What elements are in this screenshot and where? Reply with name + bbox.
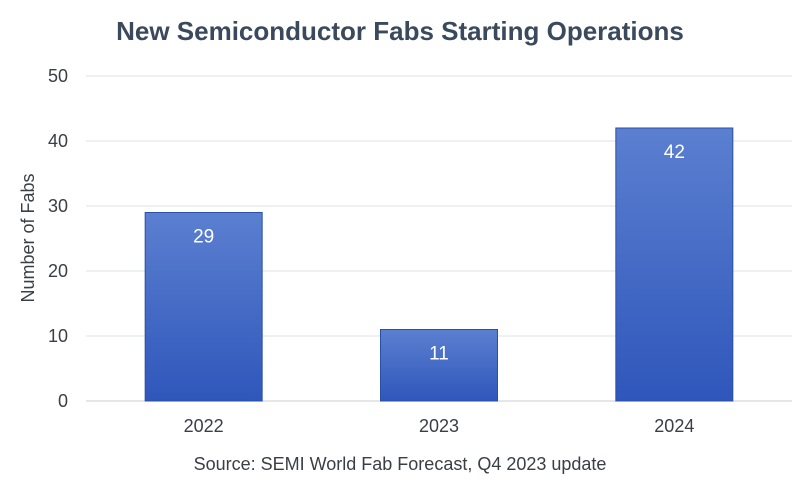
- source-note: Source: SEMI World Fab Forecast, Q4 2023…: [193, 454, 607, 474]
- y-tick-label: 30: [48, 196, 68, 216]
- data-label: 42: [664, 142, 685, 163]
- y-axis-ticks: 0 10 20 30 40 50: [48, 66, 68, 411]
- x-tick-label: 2022: [184, 416, 224, 436]
- y-tick-label: 50: [48, 66, 68, 86]
- bar: [615, 127, 734, 402]
- chart-title: New Semiconductor Fabs Starting Operatio…: [116, 16, 684, 46]
- x-tick-label: 2024: [654, 416, 694, 436]
- x-tick-label: 2023: [419, 416, 459, 436]
- y-tick-label: 10: [48, 326, 68, 346]
- data-label: 11: [429, 344, 449, 365]
- bars: 29 11 42: [144, 127, 734, 402]
- y-tick-label: 40: [48, 131, 68, 151]
- y-axis-label: Number of Fabs: [18, 173, 38, 302]
- x-axis-ticks: 2022 2023 2024: [184, 416, 695, 436]
- y-tick-label: 20: [48, 261, 68, 281]
- data-label: 29: [193, 227, 214, 248]
- y-tick-label: 0: [58, 391, 68, 411]
- bar: [380, 329, 498, 402]
- bar: [144, 212, 263, 402]
